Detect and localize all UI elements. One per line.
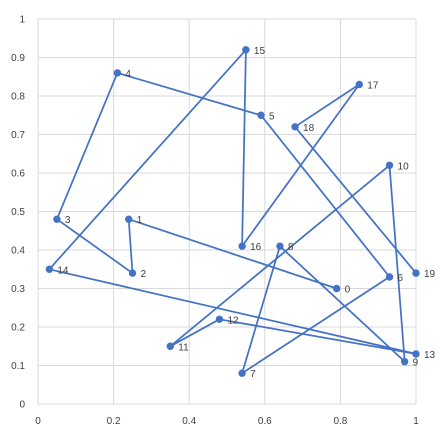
point-label-14: 14 [57,265,69,276]
point-label-11: 11 [178,342,189,353]
data-point-11 [166,342,175,350]
data-point-0 [332,284,341,293]
x-tick-label: 1 [413,416,419,427]
series-markers [45,46,420,377]
x-axis-ticks: 0 0.2 0.4 0.6 0.8 1 [35,416,419,427]
x-tick-label: 0 [35,416,41,427]
point-label-19: 19 [424,269,436,280]
y-tick-label: 0.4 [11,246,25,257]
data-point-19 [412,269,420,277]
data-point-3 [53,215,61,223]
point-label-8: 8 [288,242,294,253]
y-tick-label: 0.9 [11,53,25,64]
data-point-5 [257,111,265,119]
y-tick-label: 0.5 [11,207,25,218]
point-label-13: 13 [424,350,436,361]
y-tick-label: 0.6 [11,169,25,180]
point-label-4: 4 [125,69,131,80]
x-tick-label: 0.2 [107,416,121,427]
data-point-4 [113,69,122,77]
series-path [48,48,417,375]
point-label-3: 3 [65,215,71,226]
y-tick-label: 1 [19,15,25,26]
data-point-12 [215,315,224,323]
data-point-13 [412,350,420,358]
point-label-10: 10 [398,161,410,172]
x-tick-label: 0.4 [182,416,196,427]
point-label-0: 0 [345,285,351,296]
x-tick-label: 0.6 [258,416,272,427]
point-label-18: 18 [303,123,315,134]
point-label-15: 15 [254,46,266,57]
point-label-2: 2 [141,269,147,280]
data-point-15 [242,46,250,54]
point-label-9: 9 [413,358,419,369]
point-label-7: 7 [250,369,256,380]
data-point-10 [385,161,394,170]
data-point-1 [125,215,133,223]
data-point-8 [276,242,284,250]
point-label-6: 6 [398,273,404,284]
y-tick-label: 0.3 [11,284,25,295]
y-tick-label: 0.7 [11,130,25,141]
y-axis-ticks: 0 0.1 0.2 0.3 0.4 0.5 0.6 0.7 0.8 0.9 1 [11,15,25,411]
data-point-9 [400,357,409,366]
data-point-7 [238,369,246,377]
y-tick-label: 0.1 [11,361,25,372]
point-label-17: 17 [367,80,379,91]
data-point-18 [291,123,299,131]
y-tick-label: 0.8 [11,92,25,103]
data-point-14 [45,265,54,273]
y-tick-label: 0 [19,400,25,411]
y-tick-label: 0.2 [11,323,25,334]
data-point-6 [385,273,394,281]
data-point-16 [238,242,246,250]
data-point-17 [355,80,363,89]
point-label-16: 16 [250,242,262,253]
point-label-12: 12 [227,315,239,326]
series-line [48,48,417,375]
data-point-2 [128,269,137,277]
x-tick-label: 0.8 [333,416,347,427]
point-label-5: 5 [269,111,275,122]
point-label-1: 1 [137,215,143,226]
